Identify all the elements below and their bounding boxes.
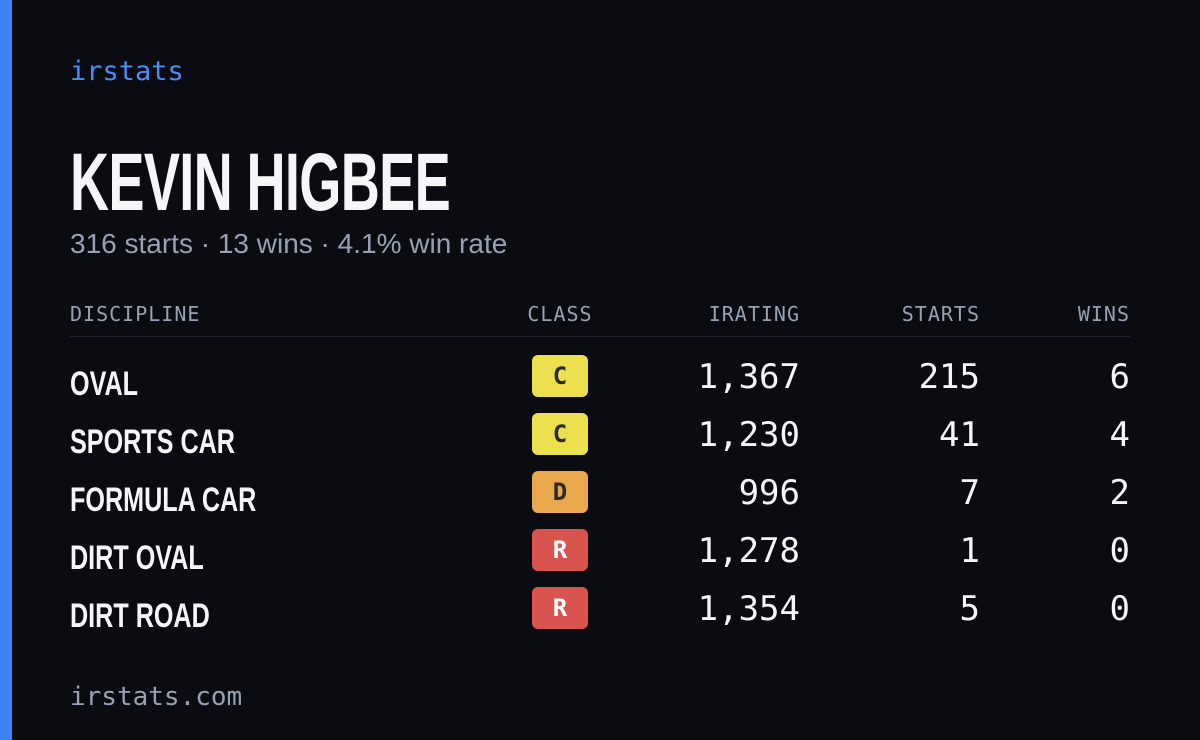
footer: irstats.com xyxy=(70,682,243,712)
class-badge: C xyxy=(532,355,588,397)
wins: 2 xyxy=(1109,473,1130,513)
column-header: DISCIPLINE xyxy=(70,302,201,326)
column-header: STARTS xyxy=(901,302,980,326)
class-badge: C xyxy=(532,413,588,455)
irating: 1,230 xyxy=(697,415,800,455)
irating: 1,354 xyxy=(697,589,800,629)
class-badge: R xyxy=(532,587,588,629)
discipline: SPORTS CAR xyxy=(70,423,235,461)
wins: 0 xyxy=(1109,589,1130,629)
irating: 996 xyxy=(738,473,800,513)
irating: 1,278 xyxy=(697,531,800,571)
class-badge: D xyxy=(532,471,588,513)
accent-bar xyxy=(0,0,12,740)
starts: 7 xyxy=(959,473,980,513)
irating: 1,367 xyxy=(697,357,800,397)
discipline: OVAL xyxy=(70,365,139,403)
starts: 1 xyxy=(959,531,980,571)
wins: 4 xyxy=(1109,415,1130,455)
discipline: DIRT OVAL xyxy=(70,539,204,577)
starts: 215 xyxy=(918,357,980,397)
brand: irstats xyxy=(70,56,184,87)
column-header: CLASS xyxy=(527,302,593,326)
column-header: WINS xyxy=(1077,302,1130,326)
summary: 316 starts · 13 wins · 4.1% win rate xyxy=(70,228,508,259)
class-badge: R xyxy=(532,529,588,571)
starts: 41 xyxy=(939,415,980,455)
wins: 0 xyxy=(1109,531,1130,571)
header-divider xyxy=(70,336,1130,337)
wins: 6 xyxy=(1109,357,1130,397)
driver-name: KEVIN HIGBEE xyxy=(70,137,451,228)
starts: 5 xyxy=(959,589,980,629)
column-header: IRATING xyxy=(708,302,800,326)
discipline: DIRT ROAD xyxy=(70,597,210,635)
discipline: FORMULA CAR xyxy=(70,481,257,519)
